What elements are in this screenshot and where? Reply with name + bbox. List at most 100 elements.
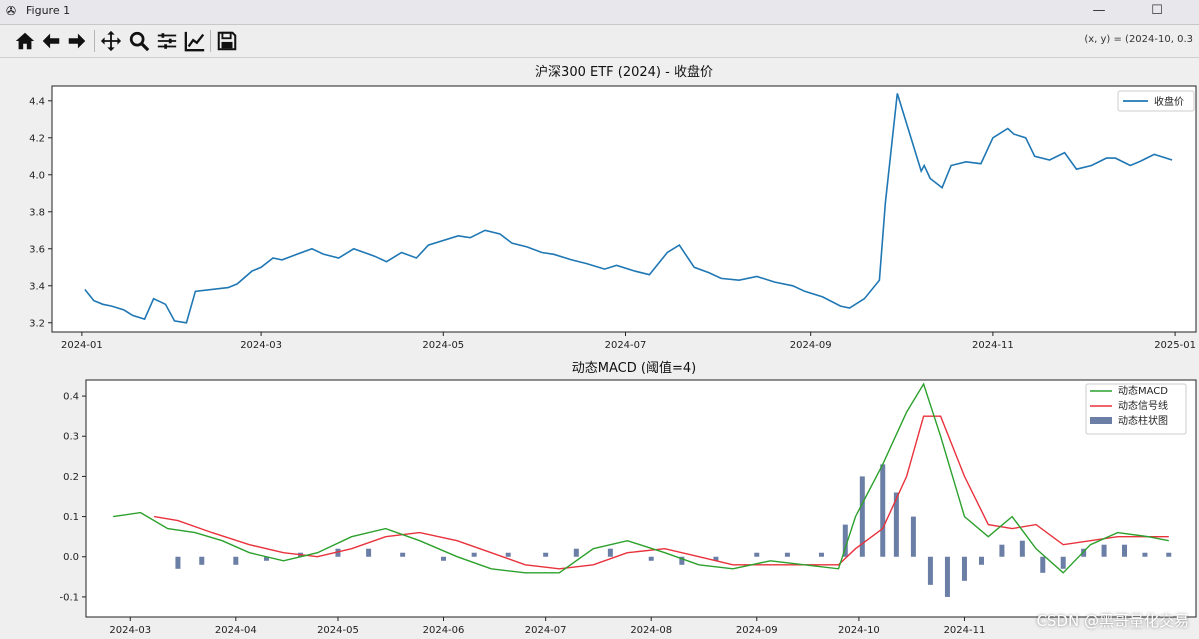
histogram-bar bbox=[944, 556, 950, 597]
minimize-button[interactable]: — bbox=[1092, 3, 1106, 18]
price-x-tick-label: 2024-05 bbox=[422, 340, 464, 351]
macd-x-tick-label: 2024-10 bbox=[838, 625, 880, 636]
figure-canvas[interactable]: 沪深300 ETF (2024) - 收盘价 3.2 3.4 3.6 3.8 4.0 4.… bbox=[0, 58, 1199, 639]
price-axes bbox=[51, 85, 1197, 333]
maximize-button[interactable]: ☐ bbox=[1151, 3, 1163, 18]
save-icon bbox=[217, 31, 237, 51]
back-icon bbox=[42, 33, 60, 49]
macd-x-ticks: 2024-03 2024-04 2024-05 2024-06 2024-07 2024-… bbox=[109, 617, 985, 636]
configure-subplots-button[interactable] bbox=[154, 28, 180, 54]
macd-y-tick-label: 0.0 bbox=[63, 552, 79, 563]
histogram-bar bbox=[910, 516, 916, 557]
histogram-bar bbox=[1121, 544, 1127, 557]
histogram-bar bbox=[679, 556, 685, 565]
legend-hist-label: 动态柱状图 bbox=[1118, 414, 1168, 427]
price-y-ticks: 3.2 3.4 3.6 3.8 4.0 4.2 4.4 bbox=[29, 96, 52, 329]
save-button[interactable] bbox=[214, 28, 240, 54]
forward-button[interactable] bbox=[64, 28, 90, 54]
histogram-bar bbox=[880, 464, 886, 557]
home-icon bbox=[15, 32, 35, 50]
macd-x-tick-label: 2024-09 bbox=[736, 625, 778, 636]
histogram-bar bbox=[607, 548, 613, 557]
macd-x-tick-label: 2024-11 bbox=[944, 625, 986, 636]
histogram-bar bbox=[263, 556, 269, 561]
macd-x-tick-label: 2024-07 bbox=[525, 625, 567, 636]
histogram-bar bbox=[1166, 552, 1172, 557]
histogram-bar bbox=[366, 548, 372, 557]
toolbar-separator bbox=[210, 30, 211, 52]
histogram-bar bbox=[199, 556, 205, 565]
histogram-bar bbox=[1081, 548, 1087, 557]
toolbar-separator bbox=[94, 30, 95, 52]
price-y-tick-label: 4.4 bbox=[29, 96, 45, 107]
legend-hist-swatch bbox=[1090, 417, 1112, 424]
price-y-tick-label: 3.2 bbox=[29, 318, 45, 329]
price-legend: 收盘价 bbox=[1117, 90, 1195, 112]
histogram-bar bbox=[1040, 556, 1046, 573]
macd-x-tick-label: 2024-06 bbox=[423, 625, 465, 636]
macd-y-tick-label: 0.2 bbox=[63, 472, 79, 483]
back-button[interactable] bbox=[38, 28, 64, 54]
price-x-tick-label: 2025-01 bbox=[1154, 340, 1196, 351]
macd-y-tick-label: -0.1 bbox=[59, 592, 79, 603]
histogram-bar bbox=[335, 548, 341, 557]
histogram-bar bbox=[505, 552, 511, 557]
configure-subplots-icon bbox=[157, 33, 177, 49]
navigation-toolbar: (x, y) = (2024-10, 0.3 bbox=[0, 25, 1199, 58]
histogram-bar bbox=[961, 556, 967, 581]
macd-y-tick-label: 0.1 bbox=[63, 512, 79, 523]
histogram-bar bbox=[573, 548, 579, 557]
price-y-tick-label: 3.6 bbox=[29, 244, 45, 255]
watermark: CSDN @黑哥量化交易 bbox=[1036, 612, 1189, 630]
price-y-tick-label: 3.8 bbox=[29, 207, 45, 218]
macd-axes bbox=[85, 379, 1197, 618]
macd-series-line bbox=[113, 382, 1169, 574]
macd-legend: 动态MACD 动态信号线 动态柱状图 bbox=[1085, 383, 1187, 435]
histogram-bar bbox=[927, 556, 933, 585]
window-title: Figure 1 bbox=[26, 4, 71, 17]
histogram-bar bbox=[999, 544, 1005, 557]
histogram-bar bbox=[978, 556, 984, 565]
histogram-bar bbox=[893, 492, 899, 557]
macd-x-tick-label: 2024-05 bbox=[317, 625, 359, 636]
macd-x-tick-label: 2024-03 bbox=[109, 625, 151, 636]
histogram-bar bbox=[543, 552, 549, 557]
histogram-bar bbox=[713, 556, 719, 561]
pan-button[interactable] bbox=[98, 28, 124, 54]
histogram-bar bbox=[842, 524, 848, 557]
histogram-bar bbox=[648, 556, 654, 561]
plot-canvas: 沪深300 ETF (2024) - 收盘价 3.2 3.4 3.6 3.8 4.0 4.… bbox=[29, 64, 1197, 636]
pan-icon bbox=[100, 30, 122, 52]
price-x-tick-label: 2024-09 bbox=[790, 340, 832, 351]
home-button[interactable] bbox=[12, 28, 38, 54]
zoom-button[interactable] bbox=[126, 28, 152, 54]
zoom-icon bbox=[129, 31, 150, 52]
macd-chart-title: 动态MACD (阈值=4) bbox=[572, 360, 696, 376]
histogram-bar bbox=[233, 556, 239, 565]
price-x-tick-label: 2024-03 bbox=[240, 340, 282, 351]
macd-x-tick-label: 2024-08 bbox=[630, 625, 672, 636]
price-x-tick-label: 2024-07 bbox=[605, 340, 647, 351]
price-x-ticks: 2024-01 2024-03 2024-05 2024-07 2024-09 2024-… bbox=[61, 332, 1196, 351]
histogram-bar bbox=[175, 556, 181, 569]
price-series-line bbox=[84, 93, 1173, 324]
coordinate-readout: (x, y) = (2024-10, 0.3 bbox=[1084, 34, 1193, 45]
macd-y-tick-label: 0.4 bbox=[63, 392, 79, 403]
price-y-tick-label: 3.4 bbox=[29, 281, 45, 292]
histogram-bar bbox=[859, 476, 865, 557]
window-titlebar: ✇ Figure 1 — ☐ bbox=[0, 0, 1199, 25]
histogram-bar bbox=[1019, 540, 1025, 557]
macd-y-tick-label: 0.3 bbox=[63, 432, 79, 443]
price-chart-title: 沪深300 ETF (2024) - 收盘价 bbox=[535, 64, 713, 80]
histogram-bar bbox=[1142, 552, 1148, 557]
histogram-bar bbox=[784, 552, 790, 557]
price-y-tick-label: 4.0 bbox=[29, 170, 45, 181]
edit-axis-icon bbox=[184, 31, 205, 52]
histogram-bar bbox=[1101, 544, 1107, 557]
histogram-bar bbox=[818, 552, 824, 557]
histogram-bar bbox=[1060, 556, 1066, 569]
macd-y-ticks: -0.1 0.0 0.1 0.2 0.3 0.4 bbox=[59, 392, 86, 603]
price-x-tick-label: 2024-11 bbox=[972, 340, 1014, 351]
edit-axis-button[interactable] bbox=[182, 28, 208, 54]
histogram-bar bbox=[754, 552, 760, 557]
